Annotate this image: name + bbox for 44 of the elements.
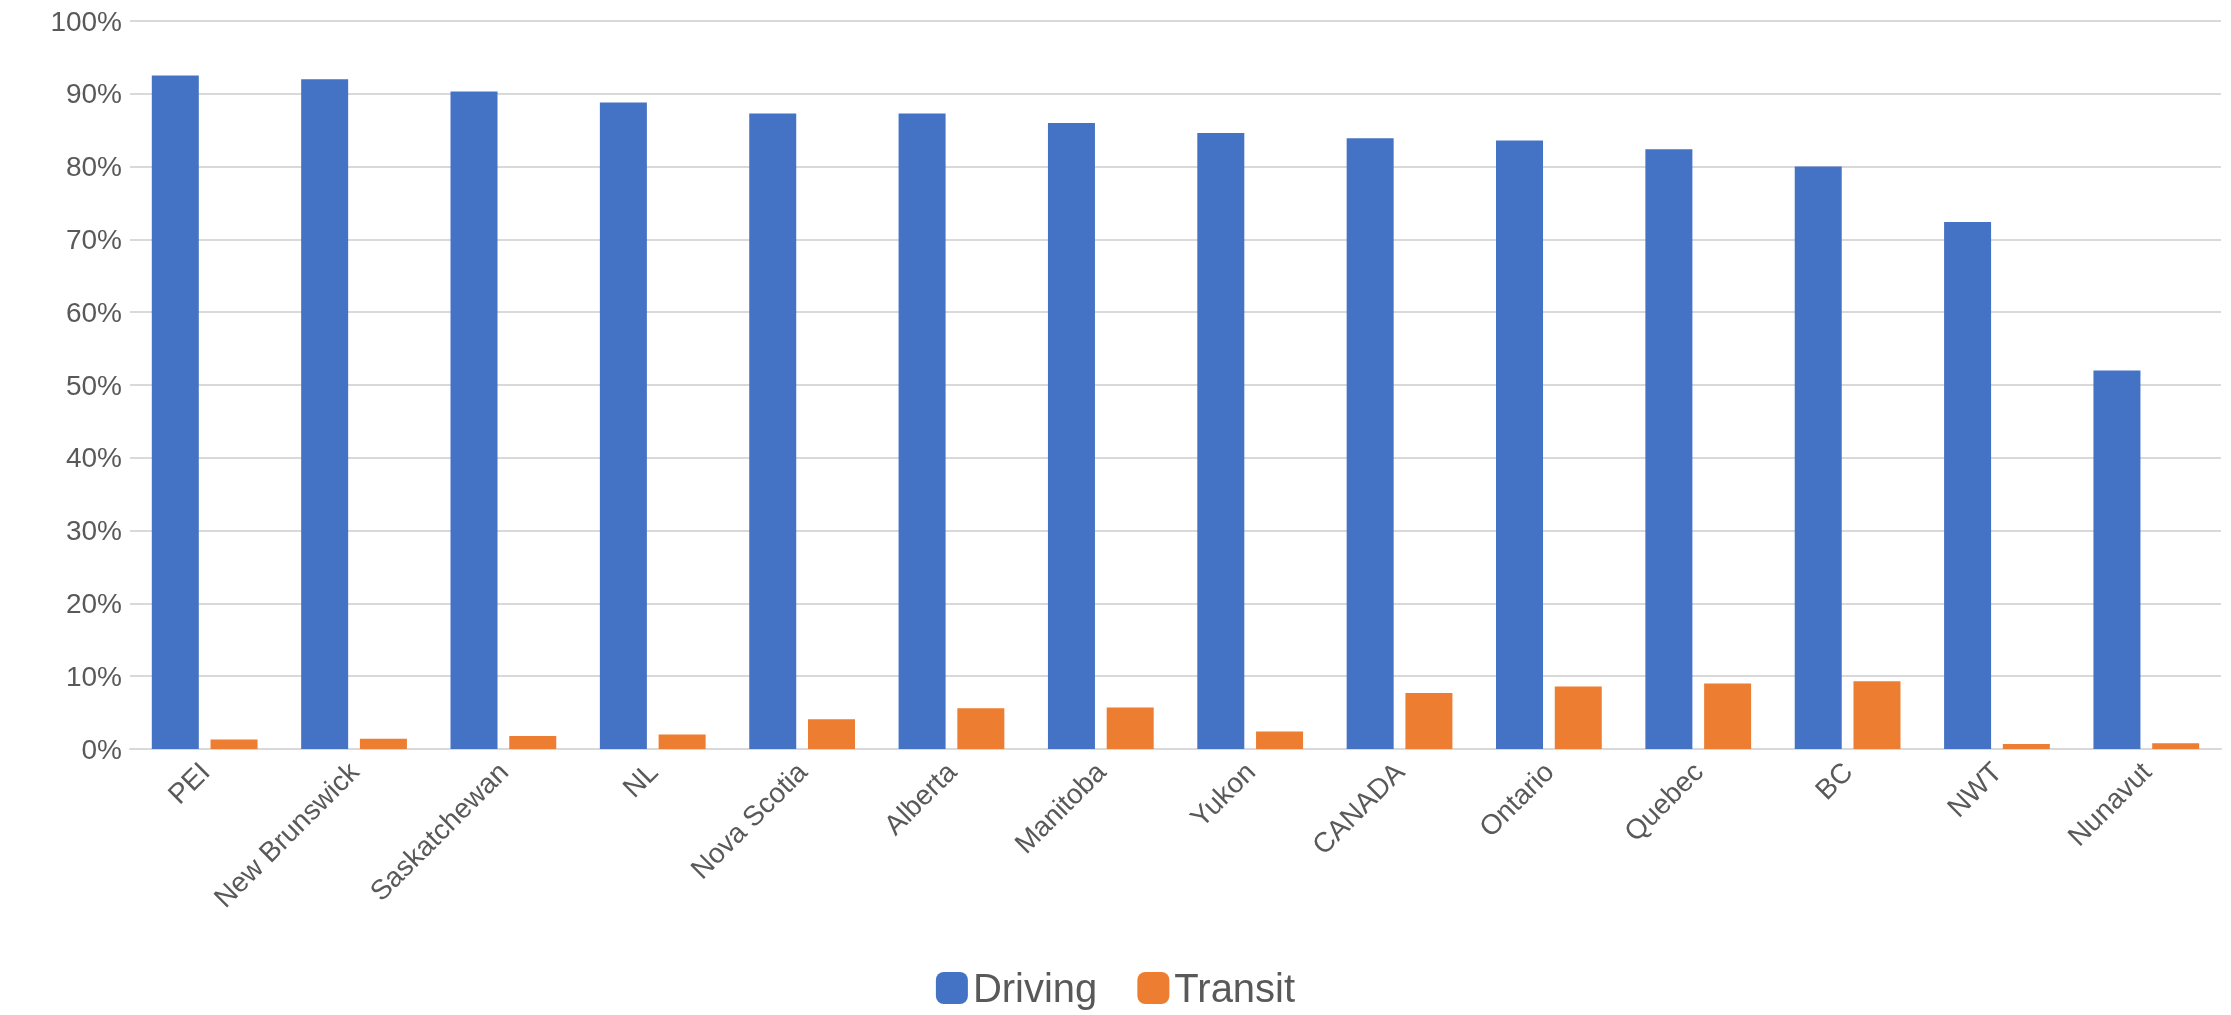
bar	[2152, 743, 2200, 749]
bar	[301, 79, 349, 749]
legend-label: Transit	[1174, 966, 1296, 1010]
x-tick-label: BC	[1809, 756, 1859, 806]
bar	[1704, 683, 1752, 749]
bar	[749, 113, 797, 749]
bar	[1197, 133, 1245, 749]
bar	[1496, 140, 1544, 749]
y-tick-label: 70%	[65, 223, 122, 255]
y-tick-label: 40%	[65, 442, 122, 474]
y-tick-label: 20%	[65, 587, 122, 619]
y-tick-label: 50%	[65, 369, 122, 401]
bar	[151, 75, 199, 749]
y-tick-label: 60%	[65, 296, 122, 328]
y-tick-label: 0%	[81, 733, 122, 765]
y-tick-label: 100%	[50, 5, 122, 37]
bar	[599, 102, 647, 749]
y-tick-label: 90%	[65, 78, 122, 110]
bar	[1405, 692, 1453, 749]
x-tick-label: NL	[616, 756, 664, 804]
bar	[509, 735, 557, 749]
bar	[1106, 707, 1154, 749]
bar	[807, 719, 855, 749]
bar	[957, 708, 1005, 749]
bar	[1256, 731, 1304, 749]
bar	[898, 113, 946, 749]
bar	[1047, 122, 1095, 749]
x-tick-label: PEI	[161, 756, 216, 810]
bar	[1346, 138, 1394, 749]
bar	[450, 91, 498, 749]
y-tick-label: 30%	[65, 515, 122, 547]
bar	[658, 734, 706, 749]
bar	[1554, 686, 1602, 749]
bar	[1944, 221, 1992, 749]
bar	[359, 738, 407, 749]
bar	[2002, 743, 2050, 749]
y-tick-label: 80%	[65, 151, 122, 183]
bar	[2093, 370, 2141, 749]
bar	[1794, 166, 1842, 749]
legend-label: Driving	[972, 966, 1098, 1010]
bar	[1853, 681, 1901, 749]
bar	[210, 739, 258, 749]
bar	[1645, 149, 1693, 749]
y-tick-label: 10%	[65, 660, 122, 692]
